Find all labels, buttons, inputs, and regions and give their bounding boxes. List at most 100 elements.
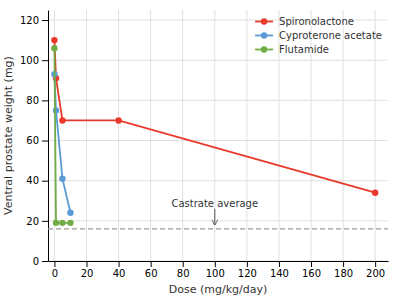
point [372, 190, 378, 196]
tick-label: 40 [26, 175, 39, 186]
tick-label: 200 [366, 268, 385, 279]
tick-mark [183, 261, 184, 267]
grid-line-y [48, 140, 388, 141]
tick-label: 160 [302, 268, 321, 279]
point [59, 220, 65, 226]
grid-line-y [48, 180, 388, 181]
point [51, 37, 57, 43]
tick: 60 [26, 135, 48, 146]
tick-mark [86, 261, 87, 267]
point [67, 210, 73, 216]
point [115, 117, 121, 123]
legend-label: Flutamide [279, 44, 329, 55]
legend-label: Spironolactone [279, 16, 354, 27]
reference-line [48, 228, 388, 229]
legend-marker [261, 46, 267, 52]
tick-mark [343, 261, 344, 267]
tick-label: 120 [20, 15, 39, 26]
grid-line-x [375, 10, 376, 261]
x-axis-title: Dose (mg/kg/day) [169, 283, 267, 296]
tick: 120 [238, 261, 257, 279]
series-line [54, 40, 375, 193]
tick-mark [42, 141, 48, 142]
tick: 80 [177, 261, 190, 279]
tick-mark [42, 261, 48, 262]
tick-mark [42, 221, 48, 222]
tick: 40 [113, 261, 126, 279]
tick: 60 [145, 261, 158, 279]
grid-line-x [343, 10, 344, 261]
tick-mark [42, 60, 48, 61]
tick-label: 20 [81, 268, 94, 279]
grid-line-x [214, 10, 215, 261]
series-line [54, 74, 70, 213]
tick-mark [375, 261, 376, 267]
tick-label: 80 [26, 95, 39, 106]
point [59, 117, 65, 123]
tick-label: 180 [334, 268, 353, 279]
x-axis: 0 20 40 60 80 100 120 140 160 180 200 [49, 261, 389, 279]
tick-mark [42, 20, 48, 21]
tick-label: 100 [206, 268, 225, 279]
tick: 100 [20, 55, 48, 66]
tick-mark [151, 261, 152, 267]
grid-line-y [48, 261, 388, 262]
marks [48, 37, 388, 229]
grid-line-x [182, 10, 183, 261]
grid-line-y [48, 60, 388, 61]
tick-mark [54, 261, 55, 267]
grid-line-x [246, 10, 247, 261]
legend-marker [261, 32, 267, 38]
tick-label: 60 [145, 268, 158, 279]
tick: 200 [366, 261, 385, 279]
tick-mark [119, 261, 120, 267]
tick: 20 [81, 261, 94, 279]
point [53, 107, 59, 113]
tick: 120 [20, 15, 48, 26]
tick: 0 [33, 256, 48, 267]
point [51, 45, 57, 51]
tick-mark [42, 100, 48, 101]
point [59, 175, 65, 181]
annotation-arrow [214, 209, 215, 225]
tick: 40 [26, 175, 48, 186]
grid [48, 10, 388, 261]
series [51, 37, 378, 196]
tick: 20 [26, 216, 48, 227]
legend-entry: Cyproterone acetate [255, 30, 382, 41]
legend: Spironolactone Cyproterone acetate Flutami… [255, 16, 382, 55]
series-line [54, 48, 70, 223]
legend-label: Cyproterone acetate [279, 30, 382, 41]
tick: 160 [302, 261, 321, 279]
tick-label: 0 [33, 256, 39, 267]
x-axis-line [49, 261, 389, 262]
plot: 0 20 40 60 80 100 120 140 160 180 200 0 20 40 60 80 100 1… [20, 10, 389, 279]
grid-line-x [86, 10, 87, 261]
tick: 80 [26, 95, 48, 106]
tick: 180 [334, 261, 353, 279]
legend-entry: Spironolactone [255, 16, 354, 27]
grid-line-x [150, 10, 151, 261]
series [51, 45, 73, 226]
tick: 140 [270, 261, 289, 279]
tick-mark [215, 261, 216, 267]
y-axis: 0 20 40 60 80 100 120 [20, 11, 49, 267]
tick: 100 [206, 261, 225, 279]
tick-mark [279, 261, 280, 267]
y-axis-line [48, 11, 49, 262]
legend-entry: Flutamide [255, 44, 329, 55]
y-axis-title: Ventral prostate weight (mg) [2, 56, 15, 215]
grid-line-y [48, 220, 388, 221]
tick-mark [247, 261, 248, 267]
tick-mark [42, 181, 48, 182]
tick-label: 20 [26, 216, 39, 227]
tick-label: 100 [20, 55, 39, 66]
legend-marker [261, 18, 267, 24]
point [67, 220, 73, 226]
tick-label: 80 [177, 268, 190, 279]
tick-label: 120 [238, 268, 257, 279]
tick: 0 [52, 261, 58, 279]
chart: 0 20 40 60 80 100 120 140 160 180 200 0 20 40 60 80 100 1… [0, 0, 400, 299]
tick-mark [311, 261, 312, 267]
tick-label: 40 [113, 268, 126, 279]
